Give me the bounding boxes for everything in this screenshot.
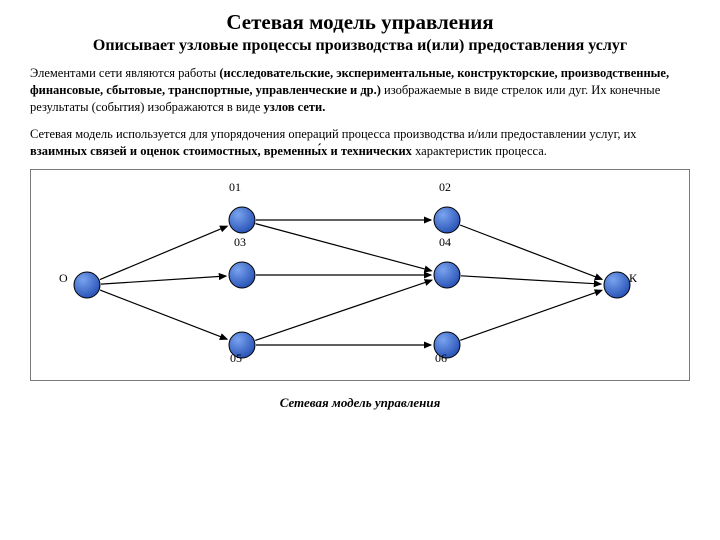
node-circle [604,272,630,298]
edge [100,290,227,339]
edge [255,281,432,341]
edge [460,225,602,279]
node-label: 02 [439,180,451,195]
node-circle [229,262,255,288]
page-subtitle: Описывает узловые процессы производства … [30,37,690,55]
p1-bold2: узлов сети. [264,100,326,114]
paragraph-2: Сетевая модель используется для упорядоч… [30,126,690,160]
p2-pre: Сетевая модель используется для упорядоч… [30,127,637,141]
p2-bold: взаимных связей и оценок стоимостных, вр… [30,144,412,158]
paragraph-1: Элементами сети являются работы (исследо… [30,65,690,116]
node-circle [434,207,460,233]
node-label: 05 [230,351,242,366]
node-label: О [59,271,68,286]
node-label: 06 [435,351,447,366]
node-circle [74,272,100,298]
node-label: 01 [229,180,241,195]
edge [460,291,602,341]
edge [461,276,601,284]
edge [256,224,432,271]
edge [100,227,227,280]
network-diagram: О 01 02 03 04 05 06 К [30,169,690,381]
node-label: 04 [439,235,451,250]
node-circle [229,207,255,233]
edge [101,276,226,284]
node-label: К [629,271,637,286]
node-label: 03 [234,235,246,250]
diagram-svg [37,180,677,370]
diagram-caption: Сетевая модель управления [30,395,690,411]
p2-post: характеристик процесса. [412,144,547,158]
node-circle [434,262,460,288]
page-title: Сетевая модель управления [30,10,690,35]
p1-pre: Элементами сети являются работы [30,66,219,80]
